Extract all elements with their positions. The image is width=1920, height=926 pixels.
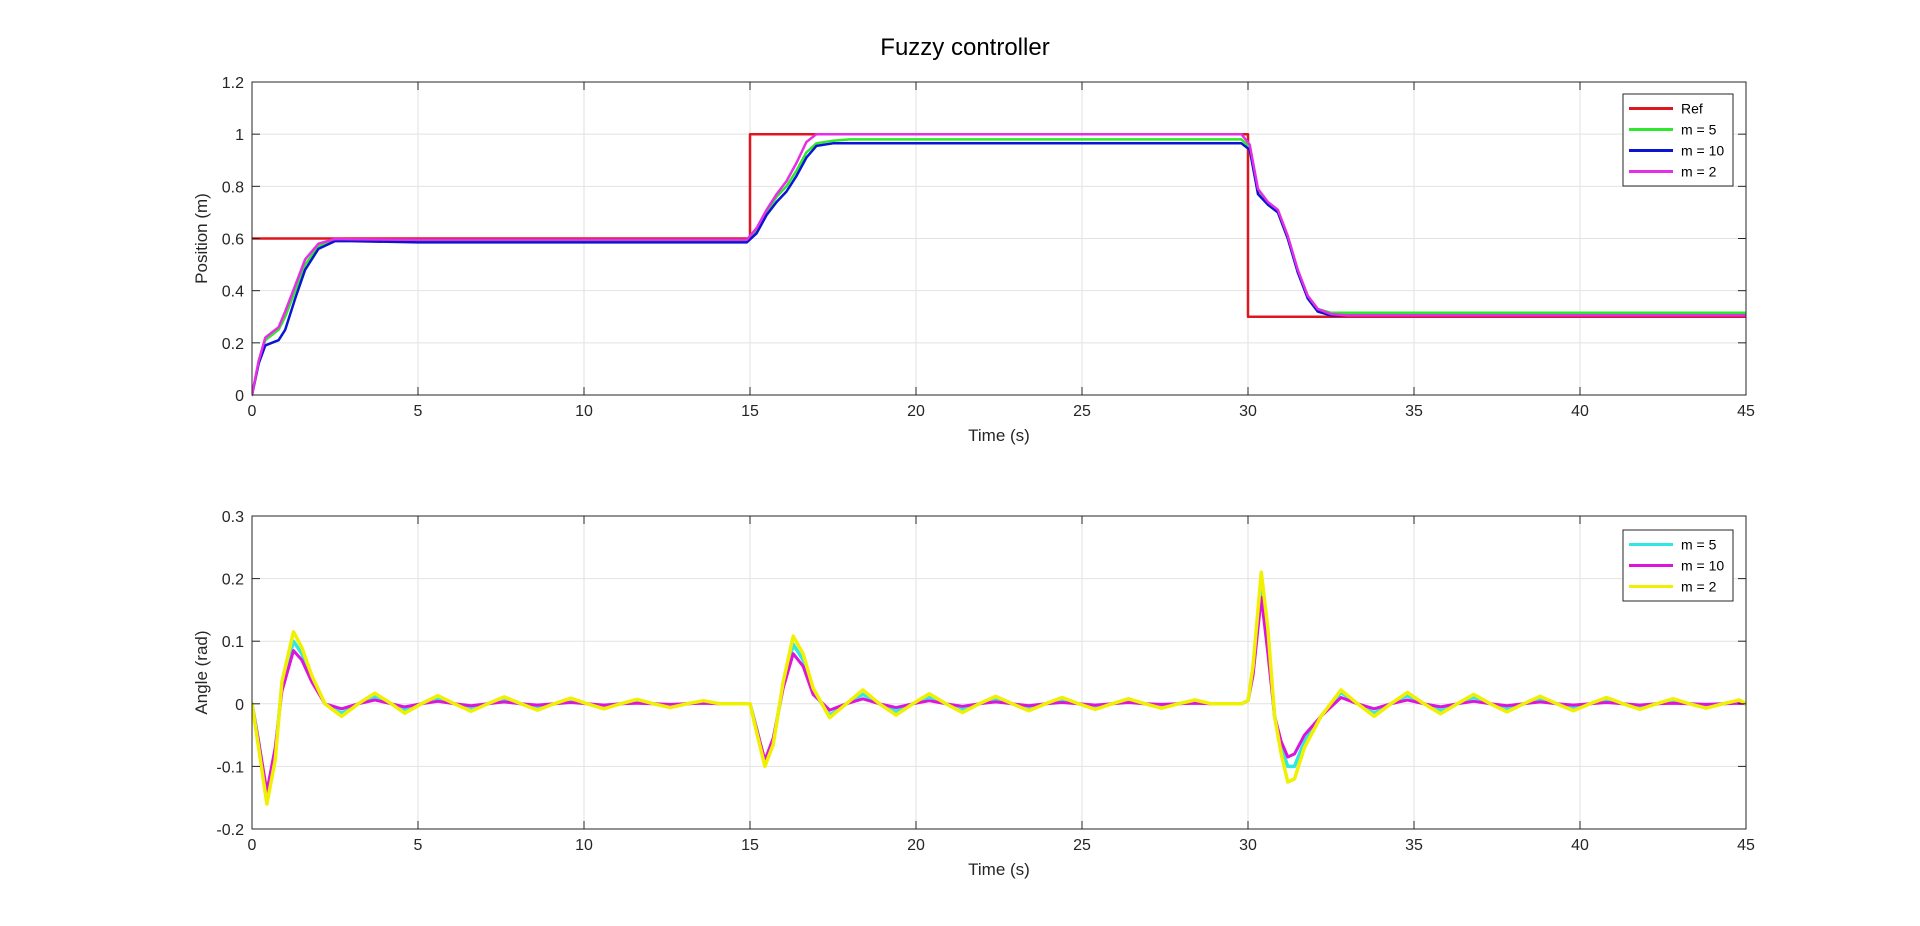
y-tick-label: 0: [235, 697, 244, 714]
figure-title: Fuzzy controller: [880, 34, 1049, 61]
x-tick-label: 10: [575, 837, 593, 854]
legend-entry-label: Ref: [1681, 101, 1703, 117]
y-axis-label: Angle (rad): [192, 630, 211, 714]
axes-box: [251, 515, 1747, 830]
x-tick-label: 10: [575, 403, 593, 420]
plot-area: [252, 516, 1746, 829]
x-tick-label: 30: [1239, 837, 1257, 854]
x-tick-label: 25: [1073, 837, 1091, 854]
legend-entry-label: m = 10: [1681, 558, 1724, 574]
x-tick-label: 20: [907, 403, 925, 420]
x-tick-label: 5: [414, 403, 423, 420]
y-tick-label: -0.2: [216, 822, 244, 839]
x-tick-label: 30: [1239, 403, 1257, 420]
legend-entry-label: m = 5: [1681, 537, 1717, 553]
y-tick-label: 1.2: [222, 75, 244, 92]
y-tick-label: 0.2: [222, 336, 244, 353]
series-line-m-2: [252, 132, 1746, 397]
x-tick-label: 0: [248, 403, 257, 420]
legend-entry-label: m = 10: [1681, 143, 1724, 159]
legend-entry-label: m = 2: [1681, 579, 1717, 595]
x-tick-label: 40: [1571, 403, 1589, 420]
y-tick-label: 0.3: [222, 509, 244, 526]
y-tick-label: 0.2: [222, 572, 244, 589]
y-tick-label: 0: [235, 388, 244, 405]
x-tick-label: 25: [1073, 403, 1091, 420]
legend-entry-label: m = 2: [1681, 164, 1717, 180]
y-tick-label: -0.1: [216, 759, 244, 776]
series-line-m-10: [252, 595, 1746, 793]
x-tick-label: 35: [1405, 403, 1423, 420]
x-tick-label: 15: [741, 403, 759, 420]
series-group: [252, 132, 1746, 397]
y-tick-label: 0.4: [222, 284, 244, 301]
x-tick-label: 15: [741, 837, 759, 854]
x-tick-label: 0: [248, 837, 257, 854]
y-tick-label: 0.1: [222, 634, 244, 651]
y-tick-label: 0.8: [222, 179, 244, 196]
legend-entry-label: m = 5: [1681, 122, 1717, 138]
y-axis-label: Position (m): [192, 193, 211, 284]
angle-subplot: 0 5 10 15 20 25 30 35 40 45 -0.2 -0.1 0 0.1 0.2 0.3 Time…: [192, 509, 1755, 879]
x-axis-label: Time (s): [968, 426, 1030, 445]
x-tick-label: 45: [1737, 403, 1755, 420]
series-group: [252, 570, 1746, 806]
legend: Ref m = 5 m = 10 m = 2: [1622, 93, 1734, 187]
x-tick-label: 40: [1571, 837, 1589, 854]
x-tick-label: 35: [1405, 837, 1423, 854]
legend: m = 5 m = 10 m = 2: [1622, 529, 1734, 602]
y-tick-label: 0.6: [222, 232, 244, 249]
x-tick-label: 20: [907, 837, 925, 854]
x-tick-label: 45: [1737, 837, 1755, 854]
y-tick-label: 1: [235, 127, 244, 144]
series-line-m-2: [252, 570, 1746, 806]
x-axis-label: Time (s): [968, 860, 1030, 879]
position-subplot: 0 5 10 15 20 25 30 35 40 45 0 0.2 0.4 0.6 0.8 1 1.2 Time …: [192, 75, 1755, 445]
x-tick-label: 5: [414, 837, 423, 854]
